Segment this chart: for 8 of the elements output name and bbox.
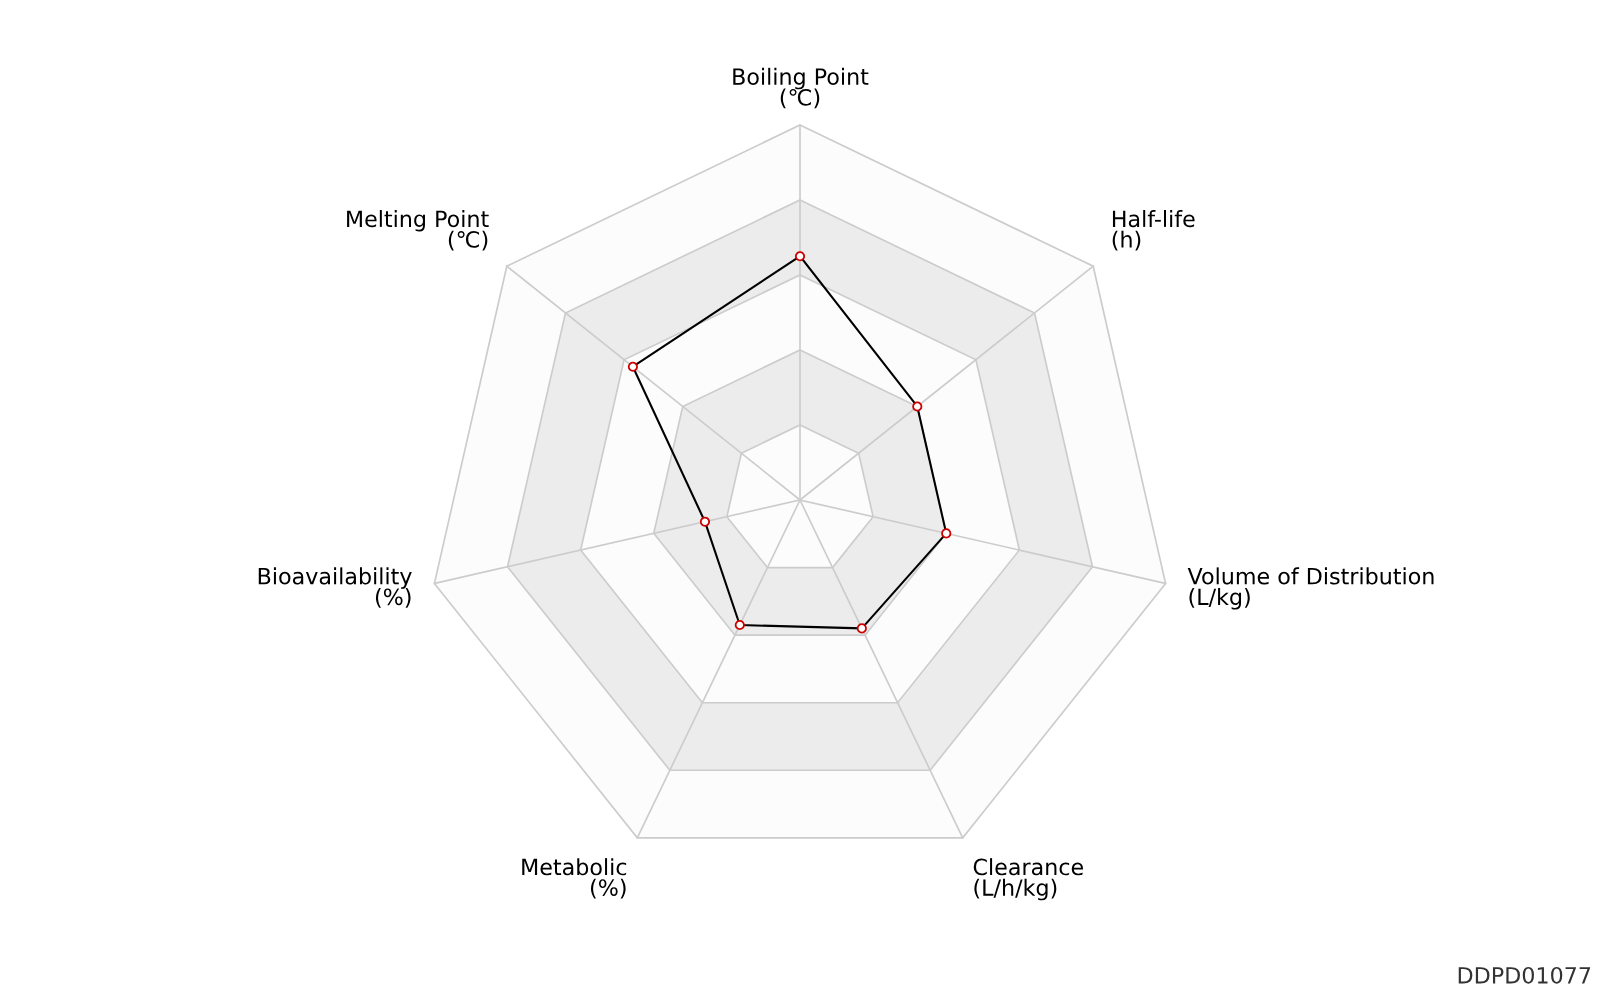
spoke-label: Volume of Distribution (L/kg)	[1187, 567, 1434, 610]
spoke-label: Melting Point (℃)	[347, 209, 489, 251]
spoke-label: Half-life (h)	[1112, 209, 1195, 251]
spoke-label: Clearance (L/h/kg)	[973, 858, 1083, 901]
text: DDPD01077	[1458, 966, 1591, 984]
spoke-label: Boiling Point (℃)	[733, 67, 869, 109]
spoke-label: Metabolic (%)	[522, 858, 627, 899]
spoke-label: Bioavailability (%)	[258, 567, 412, 608]
